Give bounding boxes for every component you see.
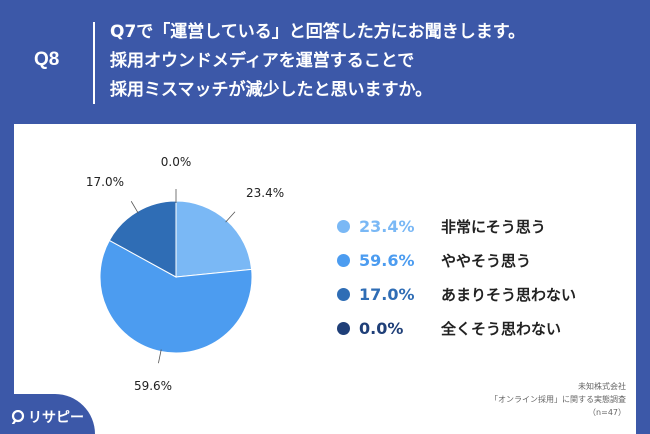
legend-item: 23.4% 非常にそう思う [337, 215, 576, 237]
chart-legend: 23.4% 非常にそう思う 59.6% ややそう思う 17.0% あまりそう思わない 0.0… [337, 215, 576, 351]
leader-line [225, 211, 236, 223]
brand-logo: リサピー [0, 394, 95, 434]
header-divider [93, 22, 95, 104]
legend-swatch [337, 253, 350, 267]
question-title-line: 採用ミスマッチが減少したと思いますか。 [110, 80, 433, 100]
question-title-line: 採用オウンドメディアを運営することで [110, 51, 415, 71]
legend-percent: 59.6% [359, 250, 415, 270]
pie-chart: 23.4% 59.6% 17.0% 0.0% [86, 155, 284, 393]
legend-label: ややそう思う [441, 251, 532, 270]
chart-panel: 23.4% 59.6% 17.0% 0.0% 23.4% 非常にそう思う 59.6% ややそ… [14, 124, 636, 434]
legend-label: 非常にそう思う [441, 217, 546, 236]
legend-label: 全くそう思わない [441, 319, 562, 338]
legend-item: 0.0% 全くそう思わない [337, 317, 576, 339]
brand-name: リサピー [28, 410, 84, 426]
slice-data-label: 23.4% [246, 186, 284, 200]
question-number: Q8 [34, 49, 60, 70]
slice-data-label: 59.6% [134, 379, 172, 393]
legend-item: 59.6% ややそう思う [337, 249, 576, 271]
source-survey: 「オンライン採用」に関する実態調査 [490, 395, 626, 404]
legend-percent: 17.0% [359, 284, 415, 304]
question-header: Q8 Q7で「運営している」と回答した方にお聞きします。 採用オウンドメディアを… [0, 0, 650, 124]
legend-swatch [337, 321, 350, 335]
pie-slice [175, 200, 253, 278]
legend-swatch [337, 287, 350, 301]
leader-line [158, 349, 162, 364]
source-sample-size: （n=47） [588, 408, 626, 417]
slice-data-label: 0.0% [161, 155, 192, 169]
question-title-line: Q7で「運営している」と回答した方にお聞きします。 [110, 22, 526, 42]
pin-logo-icon [11, 410, 25, 424]
legend-swatch [337, 219, 350, 233]
legend-item: 17.0% あまりそう思わない [337, 283, 576, 305]
question-title: Q7で「運営している」と回答した方にお聞きします。 採用オウンドメディアを運営す… [110, 18, 525, 105]
source-company: 未知株式会社 [578, 382, 626, 391]
source-note: 未知株式会社 「オンライン採用」に関する実態調査 （n=47） [490, 380, 626, 419]
legend-label: あまりそう思わない [441, 285, 577, 304]
legend-percent: 23.4% [359, 216, 415, 236]
legend-percent: 0.0% [359, 318, 404, 338]
leader-line [130, 201, 139, 214]
slice-data-label: 17.0% [86, 175, 124, 189]
